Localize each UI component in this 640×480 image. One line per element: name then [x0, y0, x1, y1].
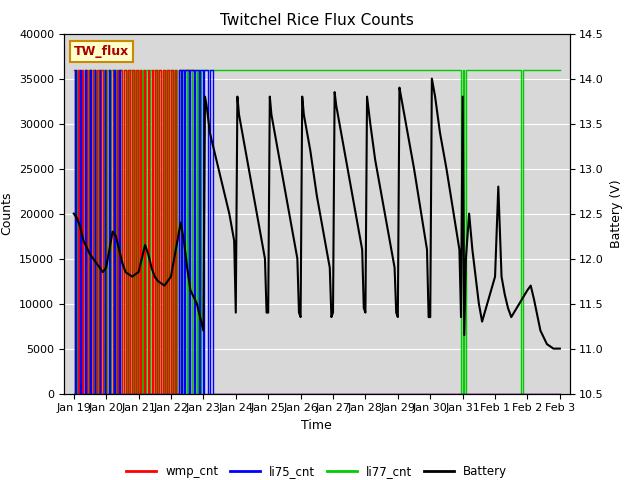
Y-axis label: Counts: Counts [1, 192, 13, 235]
X-axis label: Time: Time [301, 419, 332, 432]
Legend: wmp_cnt, li75_cnt, li77_cnt, Battery: wmp_cnt, li75_cnt, li77_cnt, Battery [122, 461, 512, 480]
Y-axis label: Battery (V): Battery (V) [610, 180, 623, 248]
Text: TW_flux: TW_flux [74, 45, 129, 58]
Title: Twitchel Rice Flux Counts: Twitchel Rice Flux Counts [220, 13, 413, 28]
